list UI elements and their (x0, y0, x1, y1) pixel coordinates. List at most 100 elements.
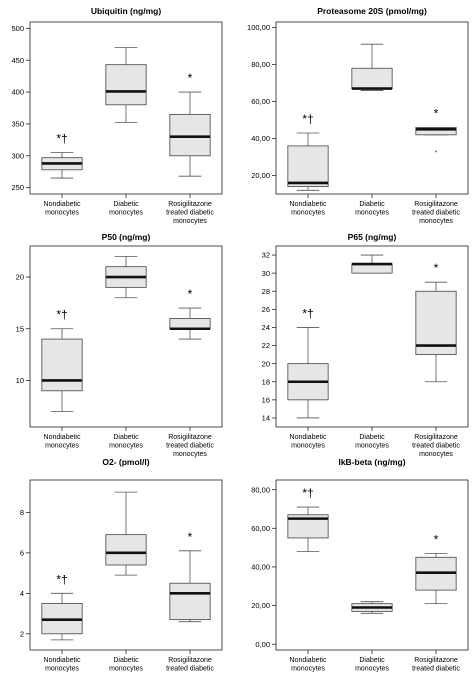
y-tick-label: 500 (11, 24, 24, 33)
box-group (169, 307, 211, 340)
x-category-line: monocytes (419, 218, 453, 225)
box-group (287, 506, 329, 552)
x-category-line: Rosigilitazone (168, 657, 212, 664)
chart-title: IkB-beta (ng/mg) (338, 457, 405, 467)
y-tick-label: 0,00 (255, 640, 270, 649)
x-category-label: Diabetic monocytes (355, 434, 389, 450)
chart-panel: IkB-beta (ng/mg) 0,00 20,00 40,00 60,00 80,00… (251, 457, 469, 674)
x-category-line: treated diabetic (166, 210, 214, 217)
significance-annotation: * (434, 532, 439, 546)
x-category-label: Diabetic monocytes (355, 201, 389, 217)
x-category-label: Diabetic monocytes (109, 434, 143, 450)
x-category-line: Rosigilitazone (414, 434, 458, 441)
x-category-line: monocytes (45, 210, 79, 217)
x-category-line: monocytes (419, 451, 453, 458)
significance-annotation: *† (302, 306, 313, 320)
y-tick-label: 20 (262, 359, 270, 368)
box-group (415, 127, 457, 153)
chart-title: P50 (ng/mg) (102, 232, 151, 242)
x-category-line: monocytes (109, 210, 143, 217)
x-category-line: Rosigilitazone (414, 201, 458, 208)
box-iqr (169, 113, 211, 157)
significance-annotation: *† (302, 112, 313, 126)
y-tick-label: 6 (20, 548, 24, 557)
x-category-line: monocytes (355, 443, 389, 450)
box-group (351, 254, 393, 274)
box-group (287, 327, 329, 419)
chart-panel: Proteasome 20S (pmol/mg) 20,00 40,00 60,00 8… (247, 6, 469, 225)
y-tick-label: 80,00 (251, 60, 270, 69)
x-category-line: Diabetic (359, 434, 385, 441)
x-category-line: monocytes (45, 666, 79, 673)
y-tick-label: 8 (20, 508, 24, 517)
box-group (169, 91, 211, 177)
y-tick-label: 14 (262, 414, 270, 423)
x-category-line: treated diabetic (412, 666, 460, 673)
chart-panel: Ubiquitin (ng/mg) 250 300 350 400 450 500 *† Non… (11, 6, 223, 225)
y-tick-label: 30 (262, 269, 270, 278)
y-tick-label: 26 (262, 305, 270, 314)
outlier-point (435, 150, 437, 153)
x-category-line: monocytes (291, 210, 325, 217)
box-group (287, 132, 329, 191)
x-category-line: monocytes (173, 218, 207, 225)
box-iqr (351, 263, 393, 274)
box-iqr (415, 127, 457, 136)
x-category-line: Nondiabetic (290, 657, 327, 664)
box-group (41, 328, 83, 412)
box-group (41, 592, 83, 641)
x-category-line: Rosigilitazone (168, 201, 212, 208)
x-category-label: Nondiabetic monocytes (290, 657, 327, 673)
x-category-line: treated diabetic (166, 443, 214, 450)
x-category-label: Nondiabetic monocytes (44, 434, 81, 450)
x-category-line: Rosigilitazone (168, 434, 212, 441)
y-tick-label: 2 (20, 629, 24, 638)
x-category-line: Nondiabetic (290, 434, 327, 441)
x-category-line: Diabetic (113, 201, 139, 208)
x-category-line: Nondiabetic (290, 201, 327, 208)
x-category-label: Nondiabetic monocytes (290, 434, 327, 450)
y-tick-label: 100,00 (247, 23, 270, 32)
box-iqr (41, 338, 83, 392)
box-group (105, 491, 147, 576)
x-category-line: Diabetic (359, 657, 385, 664)
x-category-line: monocytes (45, 443, 79, 450)
y-tick-label: 4 (20, 589, 24, 598)
x-category-label: Diabetic monocytes (109, 657, 143, 673)
y-tick-label: 20,00 (251, 601, 270, 610)
chart-title: P65 (ng/mg) (348, 232, 397, 242)
x-category-line: treated diabetic (166, 666, 214, 673)
significance-annotation: * (434, 261, 439, 275)
box-iqr (169, 317, 211, 330)
significance-annotation: * (188, 287, 193, 301)
significance-annotation: * (188, 71, 193, 85)
x-category-line: monocytes (355, 210, 389, 217)
box-group (415, 281, 457, 383)
x-category-line: Diabetic (359, 201, 385, 208)
box-iqr (287, 514, 329, 539)
y-tick-label: 80,00 (251, 485, 270, 494)
chart-title: O2- (pmol/l) (102, 457, 149, 467)
y-tick-label: 20,00 (251, 171, 270, 180)
box-iqr (351, 67, 393, 89)
x-category-label: Nondiabetic monocytes (44, 657, 81, 673)
significance-annotation: *† (302, 486, 313, 500)
box-iqr (105, 534, 147, 566)
y-tick-label: 400 (11, 88, 24, 97)
x-category-line: Diabetic (113, 434, 139, 441)
x-category-line: monocytes (173, 451, 207, 458)
y-tick-label: 16 (262, 395, 270, 404)
chart-title: Ubiquitin (ng/mg) (91, 6, 162, 16)
box-iqr (415, 290, 457, 355)
box-iqr (105, 64, 147, 106)
x-category-label: Diabetic monocytes (355, 657, 389, 673)
significance-annotation: *† (56, 132, 67, 146)
y-tick-label: 300 (11, 151, 24, 160)
